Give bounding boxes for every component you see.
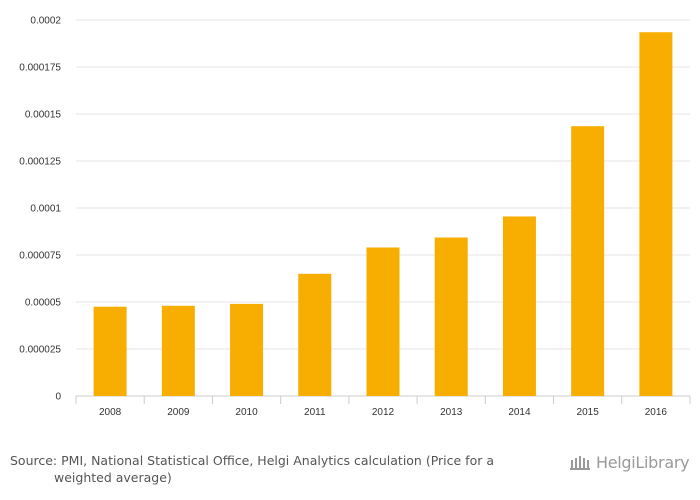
x-tick-label: 2010 xyxy=(235,407,258,418)
x-tick-label: 2011 xyxy=(304,407,326,418)
y-tick-label: 0.00015 xyxy=(25,110,62,121)
bars xyxy=(93,32,673,396)
source-note: Source: PMI, National Statistical Office… xyxy=(10,452,530,486)
y-tick-label: 0.00005 xyxy=(25,298,62,309)
x-tick-label: 2016 xyxy=(645,407,668,418)
x-tick-label: 2015 xyxy=(577,407,600,418)
x-tick-label: 2012 xyxy=(372,407,395,418)
y-axis: 0 0.000025 0.00005 0.000075 0.0001 0.000125 0.… xyxy=(19,16,61,403)
bar-2010 xyxy=(230,303,264,396)
logo-text: HelgiLibrary xyxy=(596,452,690,472)
bar-2012 xyxy=(366,247,400,396)
bar-2013 xyxy=(434,237,468,396)
bar-chart: 0 0.000025 0.00005 0.000075 0.0001 0.000125 0.… xyxy=(19,16,691,418)
bar-2011 xyxy=(298,273,332,396)
source-line-1: Source: PMI, National Statistical Office… xyxy=(10,453,494,468)
bar-2014 xyxy=(502,216,536,396)
y-tick-label: 0.000075 xyxy=(19,251,61,262)
y-tick-label: 0.000025 xyxy=(19,345,61,356)
y-tick-label: 0.000125 xyxy=(19,157,61,168)
bar-2016 xyxy=(639,32,673,396)
y-tick-label: 0.0001 xyxy=(30,204,61,215)
bar-2015 xyxy=(571,126,605,396)
helgi-library-logo: HelgiLibrary xyxy=(568,450,690,474)
x-tick-label: 2013 xyxy=(440,407,463,418)
x-axis: 2008 2009 2010 2011 2012 2013 2014 2015 2016 xyxy=(75,396,691,418)
bar-2009 xyxy=(161,305,195,396)
y-tick-label: 0.000175 xyxy=(19,63,61,74)
bar-2008 xyxy=(93,306,127,396)
x-tick-label: 2008 xyxy=(99,407,122,418)
x-tick-label: 2014 xyxy=(508,407,531,418)
y-tick-label: 0.0002 xyxy=(30,16,61,27)
y-tick-label: 0 xyxy=(55,392,61,403)
library-columns-icon xyxy=(570,456,590,470)
x-tick-label: 2009 xyxy=(167,407,190,418)
source-line-2: weighted average) xyxy=(54,470,172,485)
